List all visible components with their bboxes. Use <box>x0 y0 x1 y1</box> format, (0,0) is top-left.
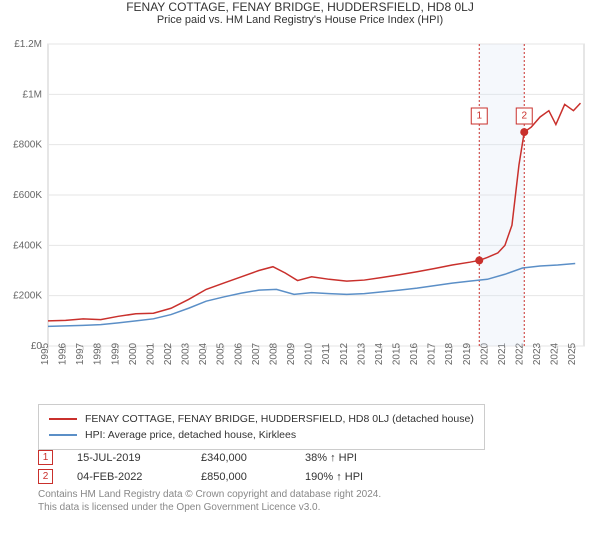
footnote-line-2: This data is licensed under the Open Gov… <box>38 501 580 514</box>
footnote-line-1: Contains HM Land Registry data © Crown c… <box>38 488 580 501</box>
chart-subtitle: Price paid vs. HM Land Registry's House … <box>0 14 600 26</box>
x-tick-label: 2018 <box>444 342 455 365</box>
x-tick-label: 1998 <box>93 342 104 365</box>
sale-row: 2 04-FEB-2022 £850,000 190% ↑ HPI <box>38 469 580 484</box>
sale-marker-num: 1 <box>476 111 482 122</box>
x-tick-label: 2002 <box>163 342 174 365</box>
legend-label: FENAY COTTAGE, FENAY BRIDGE, HUDDERSFIEL… <box>85 411 474 427</box>
sale-marker-mini: 2 <box>38 469 53 484</box>
legend-swatch <box>49 434 77 436</box>
sale-date: 04-FEB-2022 <box>77 471 177 483</box>
x-tick-label: 2013 <box>356 342 367 365</box>
x-tick-label: 2003 <box>181 342 192 365</box>
chart-area: £0£200K£400K£600K£800K£1M£1.2M1995199619… <box>0 30 600 400</box>
x-tick-label: 2023 <box>532 342 543 365</box>
sale-dot <box>475 256 483 264</box>
sale-pct: 190% ↑ HPI <box>305 471 405 483</box>
x-tick-label: 2005 <box>216 342 227 365</box>
chart-svg: £0£200K£400K£600K£800K£1M£1.2M1995199619… <box>0 30 600 400</box>
sale-dot <box>520 128 528 136</box>
x-tick-label: 2001 <box>145 342 156 365</box>
highlight-band <box>479 44 524 346</box>
x-tick-label: 1997 <box>75 342 86 365</box>
x-tick-label: 2024 <box>550 342 561 365</box>
x-tick-label: 2012 <box>339 342 350 365</box>
x-tick-label: 2019 <box>462 342 473 365</box>
legend-swatch <box>49 418 77 420</box>
sales-table: 1 15-JUL-2019 £340,000 38% ↑ HPI 2 04-FEB-202… <box>38 450 580 484</box>
legend: FENAY COTTAGE, FENAY BRIDGE, HUDDERSFIEL… <box>38 404 485 450</box>
x-tick-label: 2011 <box>321 343 332 365</box>
x-tick-label: 2007 <box>251 342 262 365</box>
x-tick-label: 2004 <box>198 342 209 365</box>
x-tick-label: 1995 <box>40 342 51 365</box>
x-tick-label: 1996 <box>58 342 69 365</box>
x-tick-label: 2016 <box>409 342 420 365</box>
x-tick-label: 1999 <box>110 342 121 365</box>
x-tick-label: 2008 <box>268 342 279 365</box>
x-tick-label: 2014 <box>374 342 385 365</box>
x-tick-label: 2015 <box>391 342 402 365</box>
chart-title: FENAY COTTAGE, FENAY BRIDGE, HUDDERSFIEL… <box>0 0 600 14</box>
y-tick-label: £400K <box>13 240 42 251</box>
legend-row: HPI: Average price, detached house, Kirk… <box>49 427 474 443</box>
y-tick-label: £1.2M <box>14 39 42 50</box>
y-tick-label: £800K <box>13 140 42 151</box>
sale-marker-mini: 1 <box>38 450 53 465</box>
x-tick-label: 2017 <box>427 342 438 365</box>
x-tick-label: 2010 <box>304 342 315 365</box>
sale-row: 1 15-JUL-2019 £340,000 38% ↑ HPI <box>38 450 580 465</box>
y-tick-label: £200K <box>13 291 42 302</box>
sale-price: £850,000 <box>201 471 281 483</box>
sale-marker-num: 2 <box>521 111 527 122</box>
x-tick-label: 2006 <box>233 342 244 365</box>
y-tick-label: £600K <box>13 190 42 201</box>
x-tick-label: 2025 <box>567 342 578 365</box>
y-tick-label: £1M <box>23 89 42 100</box>
x-tick-label: 2000 <box>128 342 139 365</box>
footnote: Contains HM Land Registry data © Crown c… <box>38 488 580 514</box>
legend-label: HPI: Average price, detached house, Kirk… <box>85 427 296 443</box>
sale-pct: 38% ↑ HPI <box>305 452 405 464</box>
legend-row: FENAY COTTAGE, FENAY BRIDGE, HUDDERSFIEL… <box>49 411 474 427</box>
sale-date: 15-JUL-2019 <box>77 452 177 464</box>
x-tick-label: 2009 <box>286 342 297 365</box>
sale-price: £340,000 <box>201 452 281 464</box>
